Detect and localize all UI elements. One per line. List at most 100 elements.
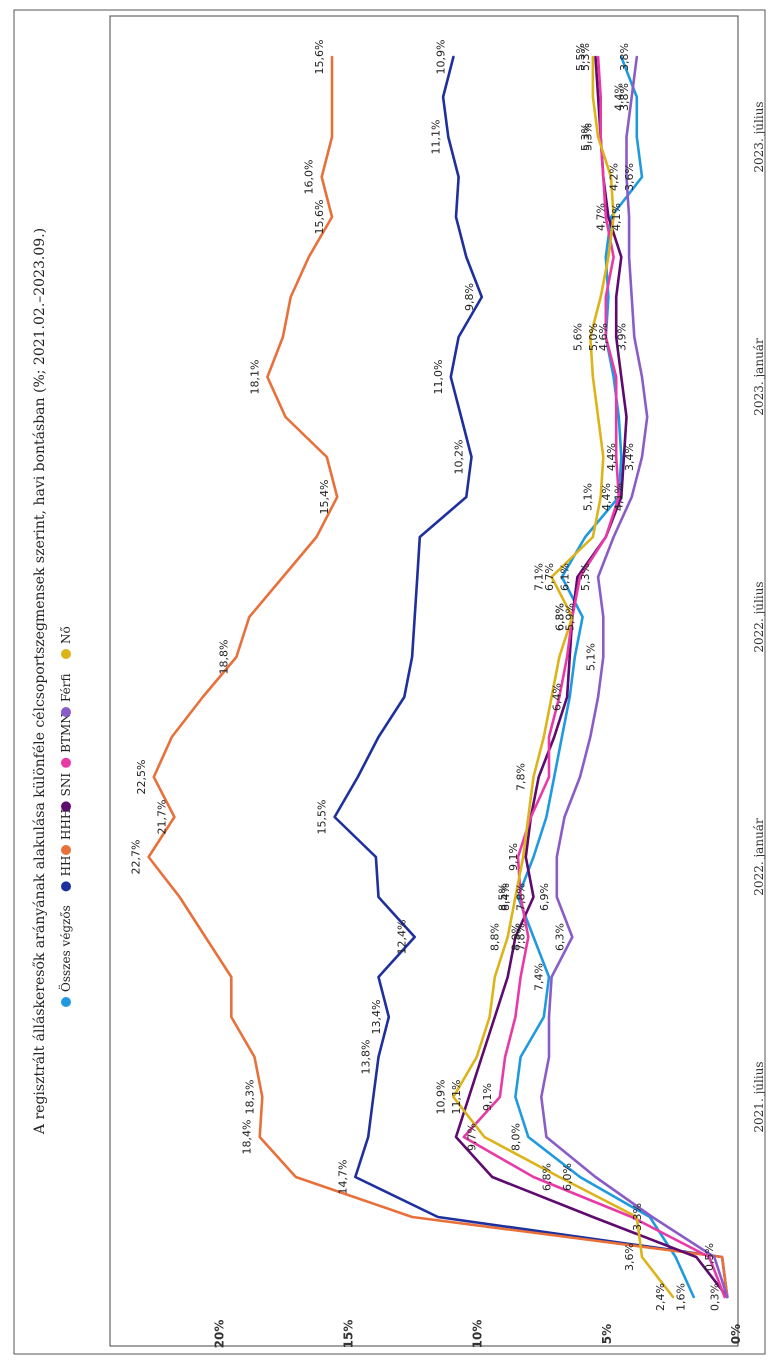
data-label: 15,6% <box>313 200 326 235</box>
data-label: 6,0% <box>561 1163 574 1191</box>
data-label: 9,8% <box>463 283 476 311</box>
data-label: 15,6% <box>313 40 326 75</box>
series-line <box>452 55 675 1299</box>
series-lines <box>147 55 729 1299</box>
x-tick-label: 2023. január <box>752 338 766 416</box>
data-label: 3,3% <box>631 1203 644 1231</box>
legend-label: BTMN <box>59 713 73 753</box>
data-label: 6,1% <box>558 563 571 591</box>
data-label: 5,3% <box>579 563 592 591</box>
y-tick-label: 5% <box>600 1324 614 1344</box>
data-label: 22,7% <box>130 840 143 875</box>
data-label: 4,4% <box>605 443 618 471</box>
data-label: 22,5% <box>135 760 148 795</box>
data-label: 5,3% <box>582 123 595 151</box>
x-tick-label: 2021. július <box>752 1061 766 1132</box>
data-label: 6,3% <box>553 603 566 631</box>
data-label: 5,0% <box>587 323 600 351</box>
data-label: 3,9% <box>615 323 628 351</box>
data-label: 5,3% <box>579 43 592 71</box>
data-label: 18,4% <box>241 1120 254 1155</box>
x-tick-label: 2022. július <box>752 581 766 652</box>
data-label: 6,7% <box>543 563 556 591</box>
data-label: 3,8% <box>618 43 631 71</box>
data-label: 3,8% <box>618 83 631 111</box>
data-label: 11,1% <box>450 1080 463 1115</box>
legend-label: Nő <box>59 626 73 644</box>
data-label: 7,4% <box>533 963 546 991</box>
y-tick-label: 15% <box>342 1320 356 1349</box>
data-label: 3,6% <box>623 1243 636 1271</box>
data-labels: 1,6%3,3%6,0%8,0%7,8%8,4%6,4%5,9%6,7%4,4%… <box>130 40 722 1311</box>
data-label: 13,8% <box>360 1040 373 1075</box>
data-label: 8,8% <box>489 923 502 951</box>
data-label: 2,4% <box>654 1283 667 1311</box>
data-label: 8,0% <box>509 1123 522 1151</box>
legend-label: HH <box>59 855 73 876</box>
data-label: 3,6% <box>623 163 636 191</box>
data-label: 5,9% <box>564 603 577 631</box>
data-label: 10,2% <box>453 440 466 475</box>
data-label: 1,6% <box>675 1283 688 1311</box>
y-tick-labels: 0% 5% 10% 15% 20% <box>212 1320 743 1349</box>
data-label: 7,8% <box>515 763 528 791</box>
series-line <box>454 55 729 1299</box>
data-label: 3,4% <box>623 443 636 471</box>
data-label: 6,9% <box>538 883 551 911</box>
x-tick-labels: 2021. július 2022. január 2022. július 2023… <box>752 101 766 1132</box>
data-label: 5,1% <box>584 643 597 671</box>
data-label: 4,4% <box>600 483 613 511</box>
data-label: 7,8% <box>515 883 528 911</box>
data-label: 6,4% <box>551 683 564 711</box>
plot-border <box>109 15 739 1347</box>
data-label: 8,5% <box>496 883 509 911</box>
data-label: 5,6% <box>571 323 584 351</box>
data-label: 7,1% <box>533 563 546 591</box>
y-tick-label: 0% <box>729 1324 743 1344</box>
data-label: 4,1% <box>613 483 626 511</box>
data-label: 6,8% <box>540 1163 553 1191</box>
outer-border <box>13 9 766 1355</box>
data-label: 21,7% <box>155 800 168 835</box>
legend-marker <box>61 649 71 659</box>
data-label: 5,5% <box>574 43 587 71</box>
data-label: 10,9% <box>434 40 447 75</box>
data-label: 18,8% <box>217 640 230 675</box>
data-label: 6,3% <box>553 923 566 951</box>
data-label: 9,1% <box>507 843 520 871</box>
legend-marker <box>61 707 71 717</box>
data-label: 4,1% <box>610 203 623 231</box>
data-label: 12,4% <box>396 920 409 955</box>
series-line <box>333 55 729 1299</box>
chart-title: A regisztrált álláskeresők arányának ala… <box>32 228 48 1135</box>
data-label: 0,3% <box>708 1283 721 1311</box>
data-label: 11,1% <box>429 120 442 155</box>
data-label: 6,8% <box>553 603 566 631</box>
y-tick-label: 20% <box>212 1320 226 1349</box>
legend-marker <box>61 845 71 855</box>
data-label: 13,4% <box>370 1000 383 1035</box>
data-label: 11,0% <box>432 360 445 395</box>
data-label: 4,2% <box>608 163 621 191</box>
legend-marker <box>61 757 71 768</box>
data-label: 15,4% <box>318 480 331 515</box>
legend-marker <box>61 801 71 812</box>
legend-label: Összes végzős <box>57 905 73 992</box>
data-label: 5,3% <box>579 123 592 151</box>
series-line <box>462 55 727 1299</box>
data-label: 18,3% <box>243 1080 256 1115</box>
data-label: 9,1% <box>481 1083 494 1111</box>
data-label: 18,1% <box>248 360 261 395</box>
data-label: 10,9% <box>434 1080 447 1115</box>
data-label: 5,1% <box>582 483 595 511</box>
legend-label: Férfi <box>59 673 73 702</box>
data-label: 0,5% <box>703 1243 716 1271</box>
x-tick-label: 2023. július <box>752 101 766 172</box>
data-label: 8,9% <box>509 923 522 951</box>
data-label: 8,4% <box>499 883 512 911</box>
legend-label: SNI <box>59 773 73 797</box>
